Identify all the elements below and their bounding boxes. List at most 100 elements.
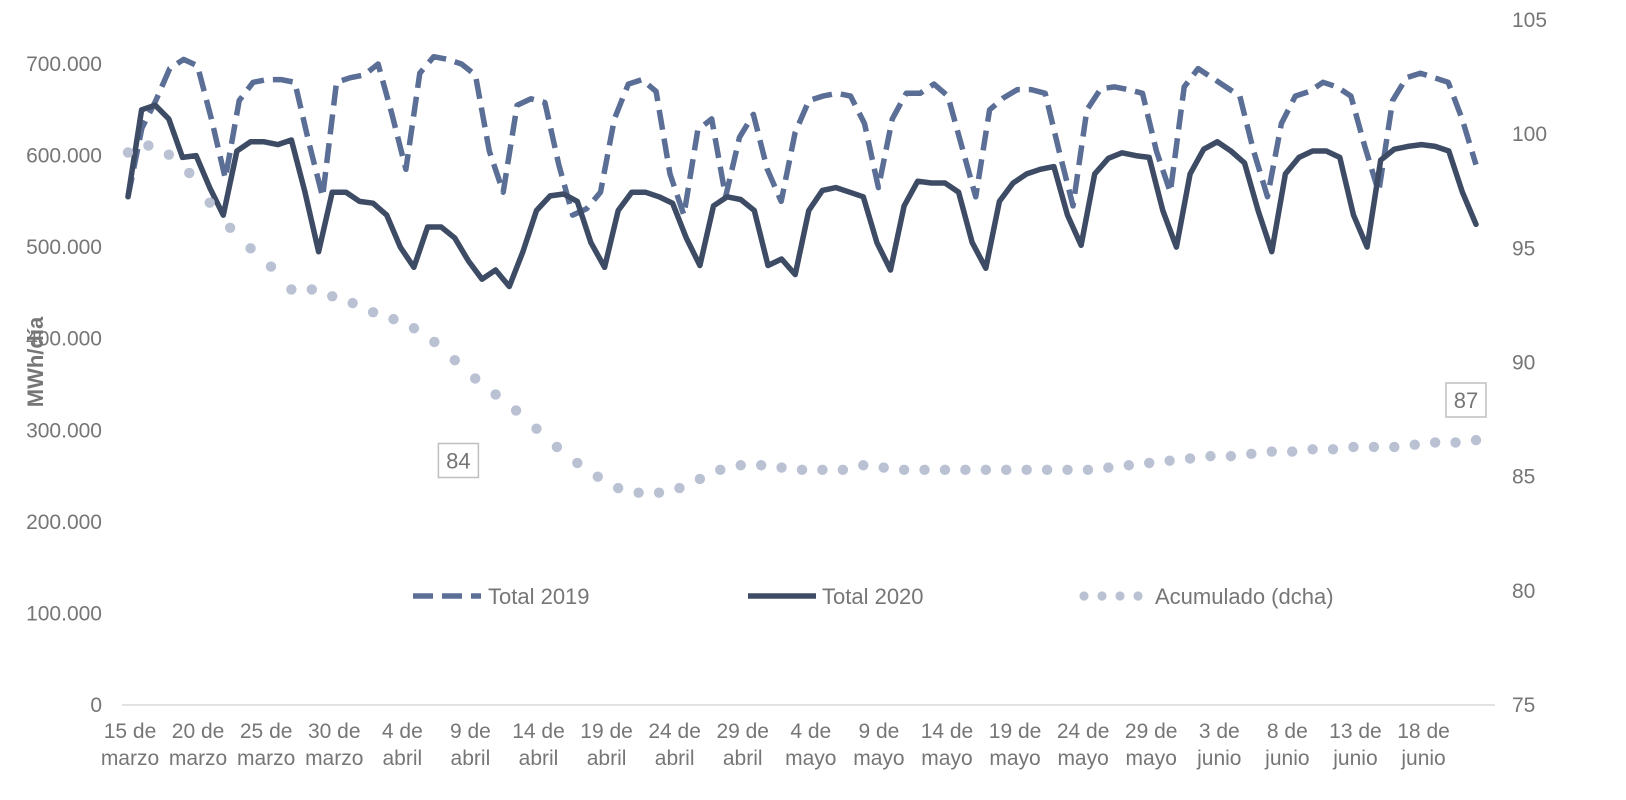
y-axis-label: MWh/día xyxy=(23,316,48,407)
annotation-label: 84 xyxy=(446,449,470,474)
acumulado-point xyxy=(490,389,501,400)
annotation-box xyxy=(1445,382,1487,418)
y-right-tick-label: 95 xyxy=(1512,237,1535,260)
legend-swatch-dot xyxy=(1079,591,1089,601)
annotation-box xyxy=(437,442,480,479)
x-tick-label-line: mayo xyxy=(989,747,1040,770)
legend-swatch-dot xyxy=(1115,591,1125,601)
acumulado-point xyxy=(429,336,440,348)
x-tick-label-line: abril xyxy=(723,747,763,770)
x-tick-label: 19 de mayo xyxy=(989,720,1042,770)
x-tick-label-line: 29 de xyxy=(716,720,769,743)
acumulado-point xyxy=(612,482,624,494)
x-tick-label-line: 3 de xyxy=(1199,720,1240,743)
acumulado-point xyxy=(898,464,910,476)
y-left-tick-label: 500.000 xyxy=(26,236,102,259)
acumulado-point xyxy=(449,355,460,366)
y-left-tick-label: 400.000 xyxy=(26,328,102,351)
acumulado-point xyxy=(531,423,542,434)
x-tick-label: 4 de mayo xyxy=(785,720,836,770)
acumulado-point xyxy=(408,323,420,334)
y-left-tick-label: 600.000 xyxy=(26,145,102,168)
y-right-tick-label: 100 xyxy=(1512,123,1547,146)
acumulado-point xyxy=(1103,462,1114,473)
acumulado-point xyxy=(817,464,828,476)
x-tick-label-line: mayo xyxy=(785,747,836,770)
x-tick-label-line: abril xyxy=(519,747,559,770)
x-tick-label: 24 de mayo xyxy=(1057,720,1110,770)
x-tick-label-line: marzo xyxy=(237,747,295,770)
x-tick-label: 25 de marzo xyxy=(237,720,295,770)
y-right-tick-label: 80 xyxy=(1512,580,1535,603)
x-tick-label: 29 de abril xyxy=(716,720,769,770)
acumulado-point xyxy=(796,464,808,476)
acumulado-point xyxy=(143,140,154,151)
acumulado-point xyxy=(633,487,644,498)
y-left-tick-label: 100.000 xyxy=(26,602,102,625)
x-tick-label-line: 9 de xyxy=(450,720,491,743)
acumulado-point xyxy=(1001,464,1012,476)
x-tick-label: 29 de mayo xyxy=(1125,720,1178,770)
legend-label: Total 2019 xyxy=(488,584,590,609)
x-tick-label: 30 de marzo xyxy=(305,720,363,770)
acumulado-point xyxy=(1409,439,1420,450)
x-tick-label-line: marzo xyxy=(305,747,363,770)
acumulado-point xyxy=(1062,464,1073,476)
acumulado-point xyxy=(1389,441,1400,453)
y-left-tick-label: 200.000 xyxy=(26,511,102,534)
y-right-axis: 75 80 85 90 95 100 105 xyxy=(1512,9,1547,717)
acumulado-point xyxy=(653,487,665,498)
x-tick-label-line: 14 de xyxy=(512,720,565,743)
x-tick-label-line: 24 de xyxy=(648,720,701,743)
acumulado-point xyxy=(224,222,236,233)
y-left-tick-label: 700.000 xyxy=(26,53,102,76)
acumulado-point xyxy=(265,261,277,272)
x-tick-label-line: abril xyxy=(382,747,422,770)
x-tick-label-line: mayo xyxy=(1057,747,1108,770)
acumulado-point xyxy=(184,167,195,179)
acumulado-point xyxy=(1286,446,1298,457)
acumulado-point xyxy=(1327,444,1339,455)
acumulado-point xyxy=(1429,437,1441,448)
x-tick-label: 20 de marzo xyxy=(169,720,227,770)
acumulado-point xyxy=(327,291,338,302)
x-tick-label-line: 24 de xyxy=(1057,720,1110,743)
x-tick-label-line: 14 de xyxy=(921,720,974,743)
x-tick-label: 4 de abril xyxy=(382,720,423,770)
x-tick-label-line: 19 de xyxy=(580,720,633,743)
x-tick-label-line: abril xyxy=(451,747,491,770)
series-line-2020 xyxy=(125,102,1479,290)
series-layer xyxy=(122,53,1482,498)
x-tick-label: 19 de abril xyxy=(580,720,633,770)
acumulado-point xyxy=(572,457,583,469)
x-tick-label-line: junio xyxy=(1264,747,1309,770)
acumulado-point xyxy=(470,373,481,384)
x-tick-label: 3 de junio xyxy=(1196,720,1241,770)
acumulado-point xyxy=(694,473,706,485)
legend-item-total-2019: Total 2019 xyxy=(413,584,590,609)
acumulado-point xyxy=(1450,437,1461,448)
acumulado-point xyxy=(1123,460,1134,471)
y-right-tick-label: 85 xyxy=(1512,466,1535,489)
acumulado-point xyxy=(1144,457,1155,469)
acumulado-point xyxy=(1021,464,1032,476)
x-tick-label-line: mayo xyxy=(853,747,904,770)
x-tick-label: 24 de abril xyxy=(648,720,701,770)
y-left-tick-label: 300.000 xyxy=(26,419,102,442)
x-tick-label-line: 20 de xyxy=(172,720,225,743)
acumulado-point xyxy=(776,462,787,473)
acumulado-point xyxy=(1470,434,1482,446)
acumulado-point xyxy=(1368,441,1380,453)
acumulado-point xyxy=(551,441,563,453)
acumulado-point xyxy=(674,482,685,494)
acumulado-point xyxy=(1348,441,1359,453)
x-tick-label-line: mayo xyxy=(1126,747,1177,770)
acumulado-point xyxy=(960,464,971,476)
acumulado-point xyxy=(980,464,992,476)
legend-item-total-2020: Total 2020 xyxy=(748,584,924,609)
acumulado-point xyxy=(163,149,175,160)
x-tick-label-line: 4 de xyxy=(382,720,423,743)
acumulado-point xyxy=(1164,455,1175,466)
x-tick-label: 14 de abril xyxy=(512,720,565,770)
